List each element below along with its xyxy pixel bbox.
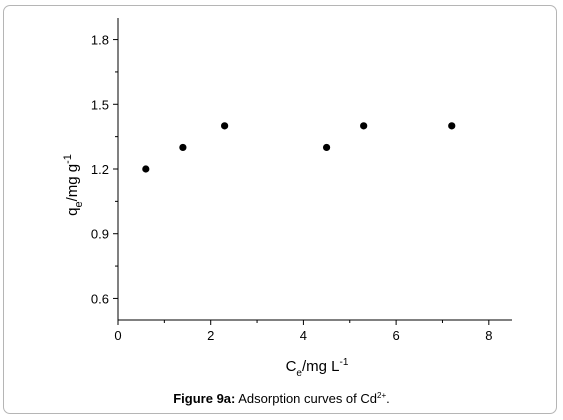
y-tick-label: 1.2	[91, 162, 109, 177]
figure-frame	[3, 5, 557, 414]
y-tick-label: 1.5	[91, 97, 109, 112]
data-point	[179, 143, 187, 152]
x-tick-label: 8	[485, 328, 492, 343]
x-tick-label: 0	[114, 328, 121, 343]
x-axis-ticks: 0 2 4 6 8	[114, 320, 492, 343]
scatter-chart: 0.6 0.9 1.2 1.5 1.8 0 2 4 6 8 qe/mg g-1 Ce/mg L-…	[62, 18, 512, 379]
data-points	[142, 122, 456, 173]
y-tick-label: 0.6	[91, 291, 109, 306]
x-tick-label: 2	[207, 328, 214, 343]
y-tick-label: 0.9	[91, 227, 109, 242]
data-point	[322, 143, 331, 152]
data-point	[142, 165, 150, 173]
y-tick-label: 1.8	[91, 33, 109, 48]
data-point	[221, 122, 229, 130]
caption-label: Figure 9a:	[173, 391, 236, 406]
caption-text: Adsorption curves of Cd	[238, 391, 377, 406]
caption-superscript: 2+	[377, 391, 387, 400]
caption-end: .	[386, 391, 390, 406]
x-tick-label: 6	[393, 328, 400, 343]
x-tick-label: 4	[300, 328, 307, 343]
figure-caption: Figure 9a: Adsorption curves of Cd2+.	[0, 391, 563, 406]
x-axis-label: Ce/mg L-1	[286, 357, 349, 379]
data-point	[448, 122, 456, 130]
y-axis-ticks: 0.6 0.9 1.2 1.5 1.8	[91, 33, 118, 306]
y-axis-label: qe/mg g-1	[62, 154, 85, 216]
data-point	[360, 122, 368, 130]
axes	[117, 18, 512, 321]
